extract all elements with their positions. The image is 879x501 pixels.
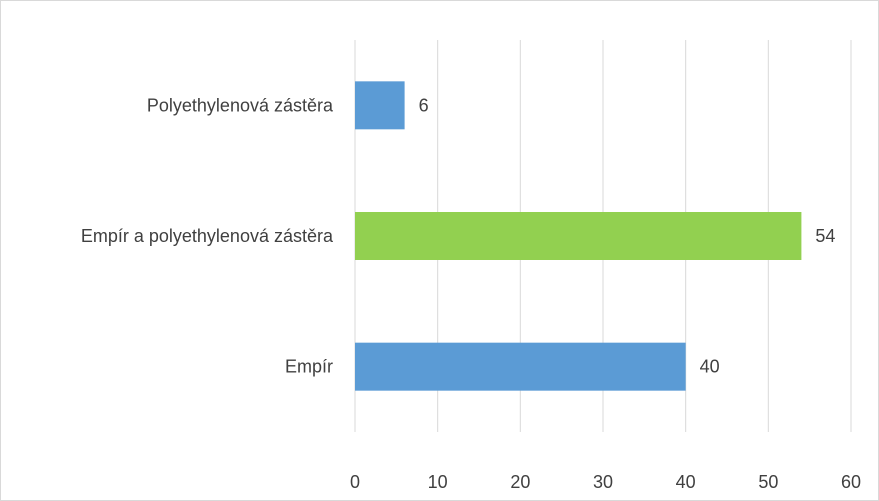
x-tick-label-60: 60 [841, 472, 861, 492]
category-label-3: Empír [285, 357, 333, 377]
x-tick-label-20: 20 [510, 472, 530, 492]
bar-2 [355, 212, 802, 260]
x-tick-label-0: 0 [350, 472, 360, 492]
x-tick-label-50: 50 [758, 472, 778, 492]
x-tick-label-40: 40 [676, 472, 696, 492]
x-tick-label-10: 10 [428, 472, 448, 492]
bar-1 [355, 81, 405, 130]
data-label-3: 40 [700, 357, 720, 377]
x-tick-label-30: 30 [593, 472, 613, 492]
data-label-2: 54 [815, 226, 835, 246]
data-label-1: 6 [419, 95, 429, 115]
category-label-1: Polyethylenová zástěra [147, 95, 334, 115]
category-label-2: Empír a polyethylenová zástěra [81, 226, 334, 246]
bar-3 [355, 342, 686, 391]
